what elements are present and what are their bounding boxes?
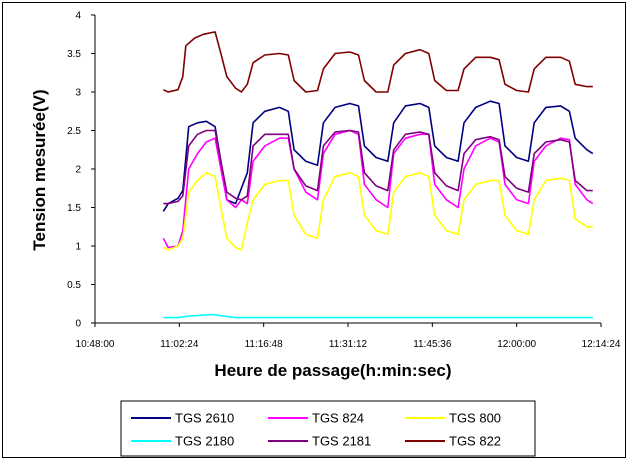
y-axis-title: Tension mesurée(V) [30,89,49,250]
legend: TGS 2610 TGS 824 TGS 800 TGS 2180 TGS 2181 TG… [120,400,536,457]
y-tick-label: 1 [75,242,81,253]
series-line-tgs-800 [162,172,593,251]
x-tick-label: 12:14:24 [582,339,621,350]
x-tick-label: 11:16:48 [245,339,284,350]
y-tick-label: 3 [75,88,81,99]
x-tick-label: 10:48:00 [76,339,115,350]
x-tick-label: 11:02:24 [160,339,199,350]
legend-label-tgs-822: TGS 822 [449,434,501,449]
y-tick-label: 2 [75,165,81,176]
series-line-tgs-822 [162,31,593,93]
series-line-tgs-2181 [163,129,593,205]
series-line-tgs-2610 [162,100,594,212]
x-axis-title: Heure de passage(h:min:sec) [214,361,451,380]
line-chart: 0 0.5 1 1.5 2 2.5 3 3.5 4 10:48:00 11:02:24 11:16:… [30,11,621,457]
x-ticks: 10:48:00 11:02:24 11:16:48 11:31:12 11:45:36… [76,323,621,350]
legend-label-tgs-2610: TGS 2610 [175,411,234,426]
legend-label-tgs-2180: TGS 2180 [175,434,234,449]
y-tick-label: 2.5 [67,126,81,137]
y-tick-label: 3.5 [67,49,81,60]
legend-label-tgs-800: TGS 800 [449,411,501,426]
chart-frame: 0 0.5 1 1.5 2 2.5 3 3.5 4 10:48:00 11:02:24 11:16:… [2,2,626,458]
series-lines [162,31,594,319]
y-tick-label: 0.5 [67,280,81,291]
axes [94,15,601,324]
y-tick-label: 4 [75,11,81,22]
legend-label-tgs-2181: TGS 2181 [312,434,371,449]
x-tick-label: 12:00:00 [497,339,536,350]
x-tick-label: 11:31:12 [329,339,368,350]
y-tick-label: 0 [75,319,81,330]
legend-label-tgs-824: TGS 824 [312,411,364,426]
y-ticks: 0 0.5 1 1.5 2 2.5 3 3.5 4 [67,11,95,330]
series-line-tgs-824 [162,129,594,249]
series-line-tgs-2180 [163,313,593,319]
y-tick-label: 1.5 [67,203,81,214]
legend-box [120,400,536,457]
x-tick-label: 11:45:36 [413,339,452,350]
